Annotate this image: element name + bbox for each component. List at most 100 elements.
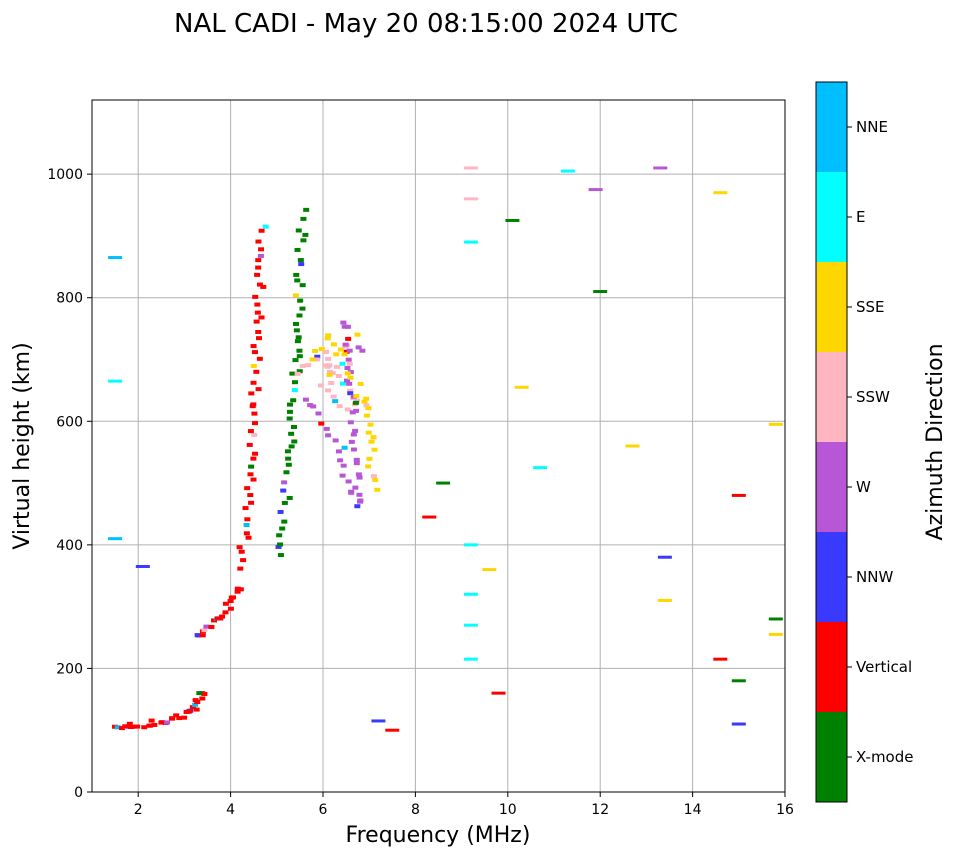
echo-mark bbox=[325, 356, 332, 361]
echo-mark bbox=[227, 606, 234, 611]
echo-mark bbox=[463, 623, 478, 627]
echo-mark bbox=[343, 349, 350, 354]
echo-mark bbox=[372, 477, 379, 482]
colorbar-label: Azimuth Direction bbox=[923, 343, 948, 540]
colorbar-segment bbox=[816, 532, 847, 622]
echo-mark bbox=[201, 628, 208, 633]
echo-mark bbox=[255, 387, 262, 392]
colorbar-tick-label: SSW bbox=[856, 388, 890, 406]
echo-mark bbox=[285, 462, 292, 467]
echo-mark bbox=[341, 324, 348, 329]
echo-mark bbox=[240, 558, 247, 563]
x-tick-label: 4 bbox=[226, 802, 235, 818]
echo-mark bbox=[252, 451, 259, 456]
echo-mark bbox=[344, 407, 351, 412]
echo-mark bbox=[314, 354, 321, 359]
x-axis-label: Frequency (MHz) bbox=[346, 823, 531, 848]
echo-mark bbox=[294, 278, 301, 283]
echo-mark bbox=[292, 293, 299, 298]
echo-mark bbox=[340, 320, 347, 325]
echo-mark bbox=[293, 328, 300, 333]
echo-mark bbox=[560, 169, 575, 173]
echo-mark bbox=[288, 431, 295, 436]
echo-mark bbox=[340, 381, 347, 386]
y-tick-label: 400 bbox=[56, 538, 83, 554]
echo-mark bbox=[355, 472, 362, 477]
chart-title: NAL CADI - May 20 08:15:00 2024 UTC bbox=[174, 9, 678, 39]
echo-mark bbox=[307, 403, 314, 408]
echo-mark bbox=[159, 720, 166, 725]
echo-mark bbox=[281, 519, 288, 524]
echo-mark bbox=[363, 396, 370, 401]
plot-frame bbox=[91, 99, 786, 793]
echo-mark bbox=[290, 398, 297, 403]
colorbar-tick-label: W bbox=[856, 478, 871, 496]
echo-mark bbox=[185, 709, 192, 714]
echo-mark bbox=[299, 363, 306, 368]
grid-lines bbox=[92, 100, 786, 793]
echo-mark bbox=[353, 457, 360, 462]
echo-mark bbox=[122, 724, 129, 729]
echo-mark bbox=[295, 335, 302, 340]
echo-mark bbox=[189, 705, 196, 710]
echo-mark bbox=[234, 586, 241, 591]
echo-mark bbox=[323, 349, 330, 354]
colorbar-segment bbox=[816, 172, 847, 262]
echo-mark bbox=[346, 348, 353, 353]
echo-mark bbox=[277, 553, 284, 558]
echo-mark bbox=[356, 475, 363, 480]
x-tick-label: 8 bbox=[411, 802, 420, 818]
echo-mark bbox=[258, 247, 265, 252]
echo-mark bbox=[328, 381, 335, 386]
echo-mark bbox=[359, 348, 366, 353]
echo-mark bbox=[211, 618, 218, 623]
echo-mark bbox=[346, 381, 353, 386]
x-tick-label: 6 bbox=[319, 802, 328, 818]
echo-mark bbox=[365, 430, 372, 435]
echo-mark bbox=[365, 406, 372, 411]
echo-mark bbox=[250, 456, 257, 461]
echo-mark bbox=[286, 402, 293, 407]
echo-mark bbox=[283, 470, 290, 475]
echo-mark bbox=[294, 371, 301, 376]
echo-mark bbox=[250, 364, 257, 369]
echo-mark bbox=[365, 464, 372, 469]
echo-mark bbox=[334, 364, 341, 369]
echo-mark bbox=[108, 537, 123, 541]
echo-mark bbox=[247, 472, 254, 477]
echo-mark bbox=[245, 535, 252, 540]
echo-mark bbox=[253, 319, 260, 324]
echo-mark bbox=[347, 375, 354, 380]
echo-mark bbox=[463, 166, 478, 170]
echo-mark bbox=[243, 531, 250, 536]
echo-mark bbox=[227, 599, 234, 604]
echo-mark bbox=[237, 587, 244, 592]
echo-mark bbox=[505, 218, 520, 222]
echo-mark bbox=[294, 339, 301, 344]
x-tick-label: 16 bbox=[776, 802, 794, 818]
echo-mark bbox=[250, 344, 257, 349]
echo-mark bbox=[332, 438, 339, 443]
echo-mark bbox=[309, 357, 316, 362]
echo-mark bbox=[276, 533, 283, 538]
echo-mark bbox=[203, 624, 210, 629]
echo-mark bbox=[297, 258, 304, 263]
echo-mark bbox=[366, 456, 373, 461]
echo-mark bbox=[463, 657, 478, 661]
echo-mark bbox=[222, 610, 229, 615]
echo-mark bbox=[108, 256, 123, 260]
echo-mark bbox=[768, 632, 783, 636]
colorbar-frame bbox=[815, 81, 848, 803]
echo-mark bbox=[286, 495, 293, 500]
echo-mark bbox=[236, 545, 243, 550]
echo-mark bbox=[313, 357, 320, 362]
colorbar: X-mode Vertical NNW W SSW SSE E NNE bbox=[815, 81, 913, 803]
echo-mark bbox=[325, 333, 332, 338]
echo-mark bbox=[341, 352, 348, 357]
echo-mark bbox=[251, 350, 258, 355]
echo-mark bbox=[130, 724, 137, 729]
echo-mark bbox=[192, 702, 199, 707]
echo-mark bbox=[347, 420, 354, 425]
echo-mark bbox=[169, 716, 176, 721]
echo-mark bbox=[731, 722, 746, 726]
